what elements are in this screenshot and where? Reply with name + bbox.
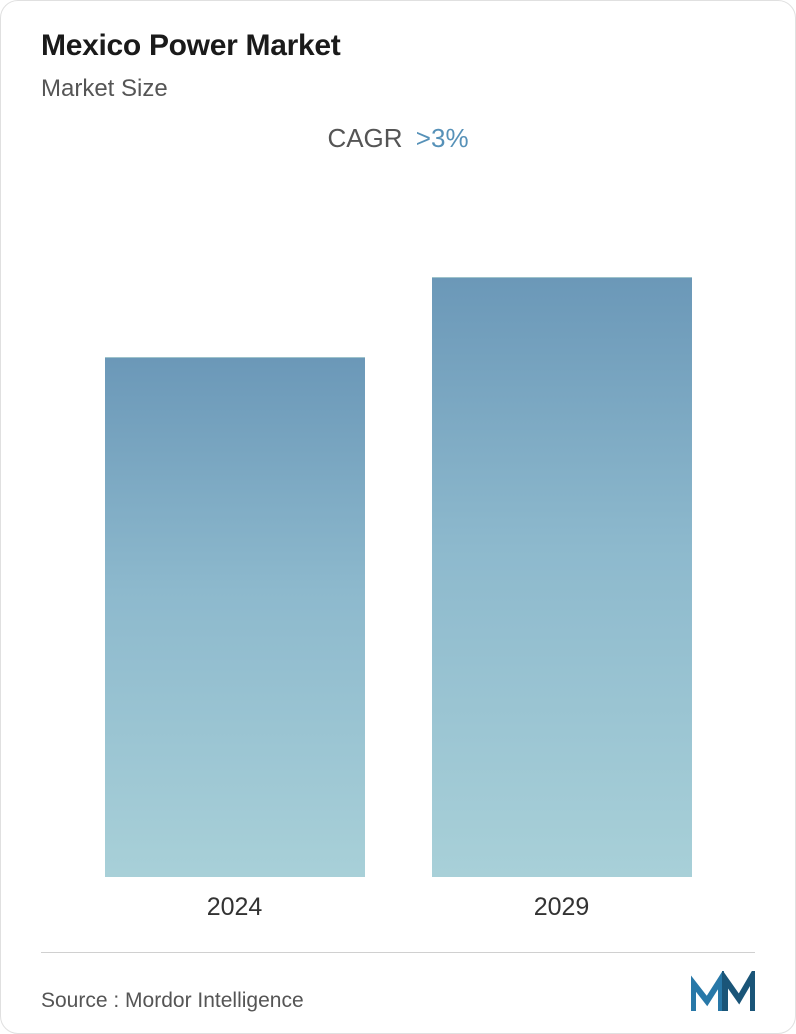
cagr-value: >3% bbox=[416, 123, 469, 153]
bar-group-1: 2024 bbox=[95, 357, 375, 922]
chart-container: Mexico Power Market Market Size CAGR >3%… bbox=[1, 1, 795, 1033]
bar-chart-area: 2024 2029 bbox=[41, 184, 755, 942]
bar-label-1: 2024 bbox=[207, 893, 263, 922]
mordor-logo-icon bbox=[691, 971, 755, 1013]
source-text: Source : Mordor Intelligence bbox=[41, 989, 304, 1013]
bar-label-2: 2029 bbox=[534, 893, 590, 922]
cagr-metric: CAGR >3% bbox=[41, 123, 755, 154]
bar-group-2: 2029 bbox=[422, 277, 702, 922]
chart-subtitle: Market Size bbox=[41, 75, 755, 103]
bar-1 bbox=[105, 357, 365, 877]
chart-footer: Source : Mordor Intelligence bbox=[41, 952, 755, 1013]
chart-title: Mexico Power Market bbox=[41, 29, 755, 63]
cagr-label: CAGR bbox=[327, 123, 402, 153]
bar-2 bbox=[432, 277, 692, 877]
